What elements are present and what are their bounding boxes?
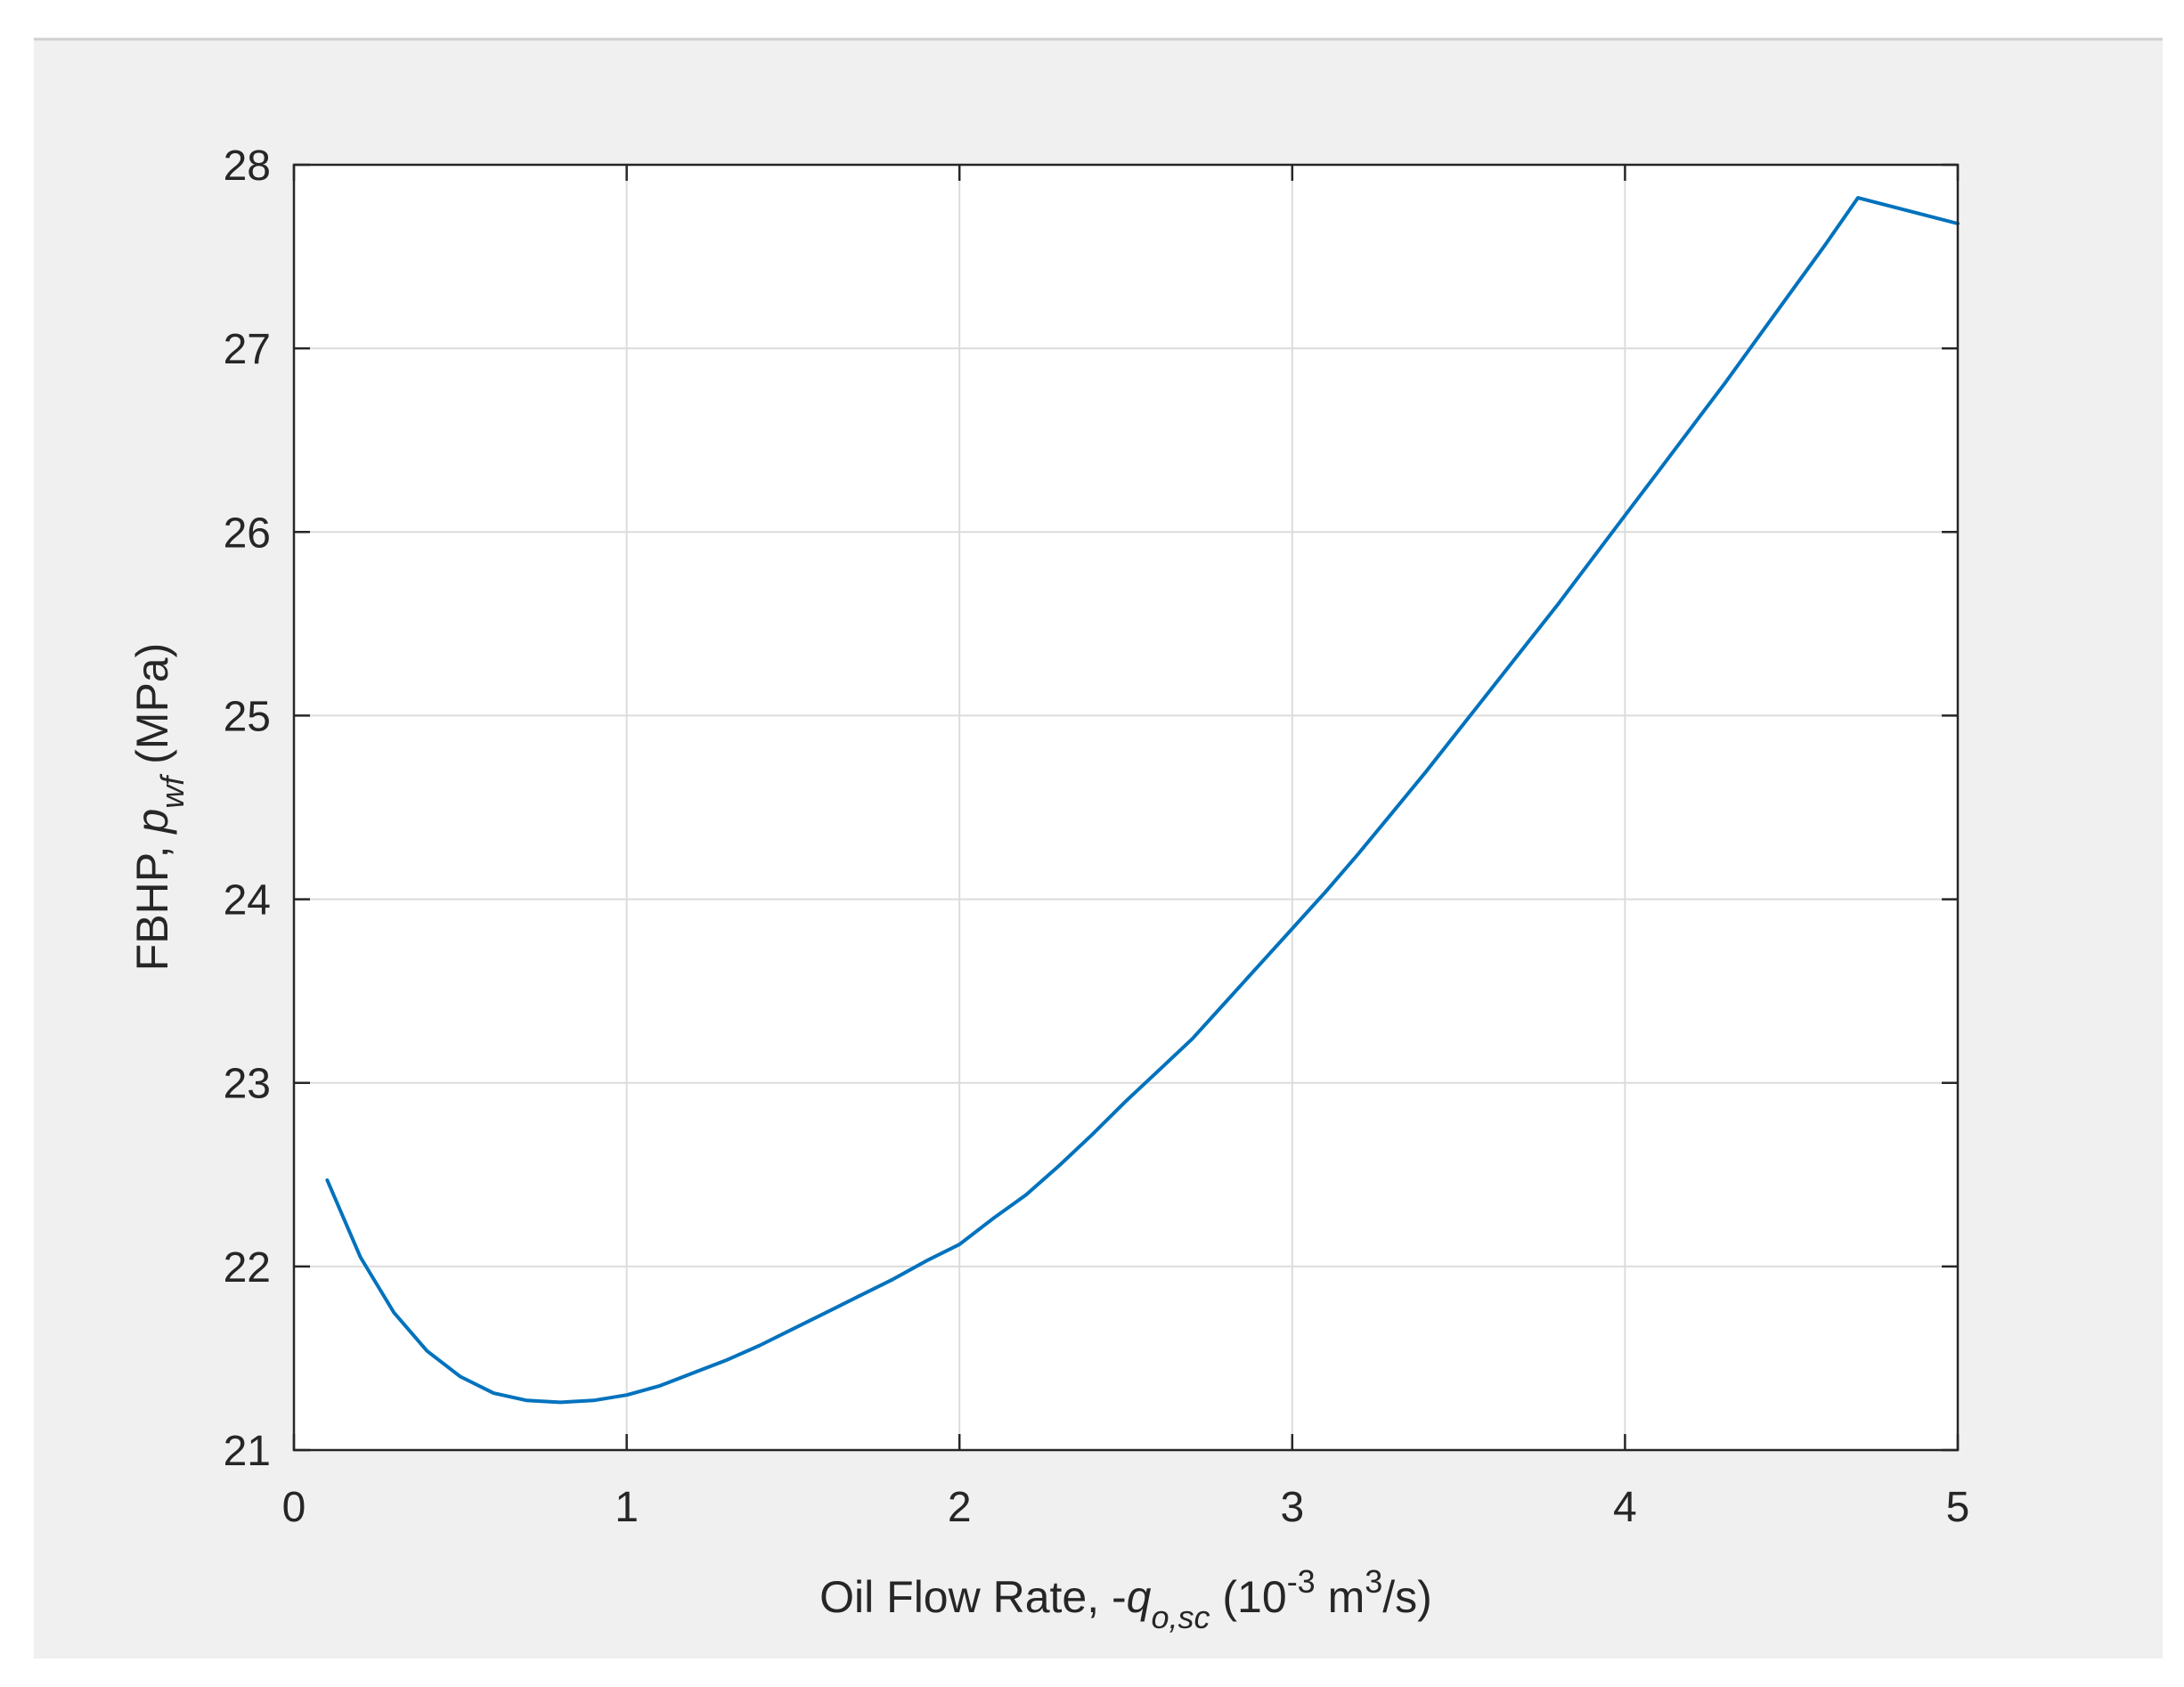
grid: [294, 165, 1958, 1450]
y-tick-label: 24: [224, 877, 271, 925]
y-tick-label: 23: [224, 1061, 271, 1108]
y-axis-label-prefix: FBHP,: [127, 834, 177, 972]
y-axis-label: FBHP, pwf (MPa): [127, 643, 191, 972]
y-tick-label: 27: [224, 326, 271, 373]
x-tick-label: 4: [1613, 1484, 1637, 1531]
y-axis-label-suffix: (MPa): [127, 643, 177, 777]
x-tick-label: 3: [1280, 1484, 1304, 1531]
x-tick-label: 0: [282, 1484, 306, 1531]
y-tick-label: 26: [224, 509, 271, 557]
y-tick-label: 28: [224, 143, 271, 190]
series-line: [325, 196, 1960, 1405]
x-axis-label-unit-close: /s): [1382, 1572, 1432, 1622]
y-axis-label-subscript: wf: [154, 773, 191, 809]
x-axis-label-exponent-2: 3: [1365, 1563, 1382, 1600]
y-axis-label-var: p: [127, 809, 177, 835]
y-tick-label: 25: [224, 693, 271, 740]
x-tick-label: 5: [1946, 1484, 1970, 1531]
y-tick-label: 22: [224, 1244, 271, 1292]
y-tick-label: 21: [224, 1428, 271, 1475]
x-axis-label-exponent: -3: [1287, 1563, 1316, 1600]
x-axis-label-subscript: o,sc: [1151, 1599, 1210, 1635]
x-axis-label-unit-open: (10: [1210, 1572, 1287, 1622]
x-axis-label-unit-mid: m: [1316, 1572, 1365, 1622]
axes-box: [292, 163, 1960, 1452]
x-tick-label: 2: [948, 1484, 972, 1531]
series-layer: [325, 196, 1960, 1405]
x-axis-label-prefix: Oil Flow Rate, -: [819, 1572, 1127, 1622]
x-axis-label-var: q: [1127, 1572, 1152, 1622]
x-tick-label: 1: [615, 1484, 639, 1531]
x-axis-label: Oil Flow Rate, -qo,sc (10-3 m3/s): [819, 1563, 1432, 1635]
plot-area: [294, 165, 1958, 1450]
